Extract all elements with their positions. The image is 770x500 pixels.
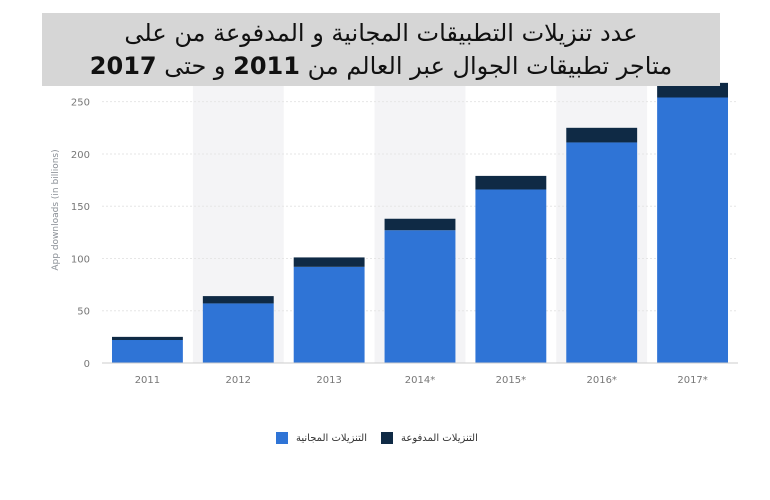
x-tick-label: 2017* bbox=[677, 375, 707, 386]
bar-free-2017 bbox=[657, 97, 729, 364]
bar-paid-2012 bbox=[202, 296, 274, 304]
bar-paid-2014 bbox=[384, 218, 456, 231]
title-year-end: 2017 bbox=[89, 52, 157, 80]
bar-paid-2016 bbox=[566, 127, 638, 143]
y-tick-label: 100 bbox=[71, 254, 90, 265]
title-line-2-text: متاجر تطبيقات الجوال عبر العالم من bbox=[299, 52, 673, 80]
bar-free-2016 bbox=[566, 142, 638, 363]
y-axis-label: App downloads (in billions) bbox=[51, 149, 61, 271]
legend-label-free: التنزيلات المجانية bbox=[292, 432, 371, 444]
legend-swatch-paid bbox=[381, 432, 393, 444]
legend-item-free[interactable]: التنزيلات المجانية bbox=[276, 432, 371, 444]
y-tick-label: 50 bbox=[77, 307, 90, 318]
bar-paid-2015 bbox=[475, 175, 547, 190]
y-tick-label: 200 bbox=[71, 150, 90, 161]
bar-paid-2013 bbox=[293, 257, 365, 267]
x-tick-label: 2013 bbox=[316, 375, 341, 386]
bar-free-2012 bbox=[202, 303, 274, 363]
x-tick-label: 2011 bbox=[135, 375, 160, 386]
bar-free-2014 bbox=[384, 230, 456, 363]
x-tick-label: 2015* bbox=[496, 375, 526, 386]
title-year-start: 2011 bbox=[233, 52, 300, 80]
bar-free-2015 bbox=[475, 189, 547, 363]
title-line-2: متاجر تطبيقات الجوال عبر العالم من 2011 … bbox=[42, 50, 720, 83]
chart-title: عدد تنزيلات التطبيقات المجانية و المدفوع… bbox=[42, 13, 720, 86]
chart-legend: التنزيلات المجانية التنزيلات المدفوعة bbox=[276, 429, 492, 447]
y-tick-label: 250 bbox=[71, 98, 90, 109]
bar-paid-2011 bbox=[111, 336, 183, 341]
bar-free-2013 bbox=[293, 266, 365, 363]
legend-swatch-free bbox=[276, 432, 288, 444]
bar-paid-2017 bbox=[657, 82, 729, 98]
legend-item-paid[interactable]: التنزيلات المدفوعة bbox=[381, 432, 482, 444]
bar-free-2011 bbox=[111, 340, 183, 363]
legend-label-paid: التنزيلات المدفوعة bbox=[397, 432, 482, 444]
x-tick-label: 2016* bbox=[586, 375, 616, 386]
x-tick-label: 2014* bbox=[405, 375, 435, 386]
x-tick-label: 2012 bbox=[226, 375, 251, 386]
bar-chart: 0 50 100 150 200 250 2011 2012 2013 2014* 2015* 201… bbox=[71, 76, 738, 386]
y-tick-label: 0 bbox=[84, 359, 90, 370]
title-line-2-middle: و حتى bbox=[156, 52, 234, 80]
y-tick-label: 150 bbox=[71, 202, 90, 213]
chart-canvas: 0 50 100 150 200 250 2011 2012 2013 2014* 2015* 201… bbox=[18, 12, 770, 460]
title-line-1: عدد تنزيلات التطبيقات المجانية و المدفوع… bbox=[124, 19, 638, 47]
